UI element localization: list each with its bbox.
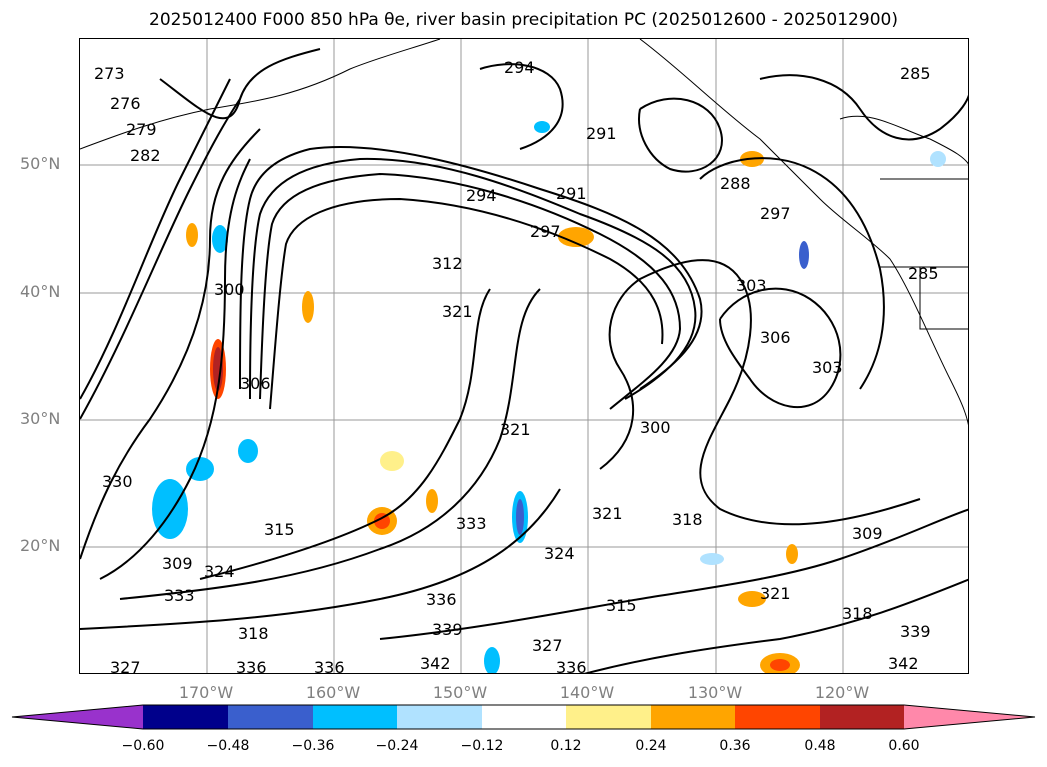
map-canvas: 294 291 285 294 291 297 288 297 312 321 … xyxy=(80,39,968,674)
contour-label: 333 xyxy=(164,586,195,605)
contour-label: 324 xyxy=(204,562,235,581)
colorbar-tick: −0.60 xyxy=(121,738,165,754)
lat-label-50n: 50°N xyxy=(20,154,61,173)
contour-label: 297 xyxy=(530,222,561,241)
contour-label: 339 xyxy=(432,620,463,639)
colorbar-outline xyxy=(11,704,1036,730)
contour-label: 318 xyxy=(842,604,873,623)
lat-label-40n: 40°N xyxy=(20,282,61,301)
contour-label: 318 xyxy=(238,624,269,643)
contour-label: 300 xyxy=(214,280,245,299)
lon-label-140w: 140°W xyxy=(559,683,615,702)
colorbar-tick: −0.48 xyxy=(206,738,250,754)
contour-label: 303 xyxy=(736,276,767,295)
colorbar-segment xyxy=(735,705,820,729)
colorbar-tick: 0.36 xyxy=(719,738,751,754)
title-text: 2025012400 F000 850 hPa θe, river basin … xyxy=(149,10,898,30)
colorbar-segment xyxy=(143,705,228,729)
contour-label: 300 xyxy=(640,418,671,437)
graticule xyxy=(80,39,968,673)
contour-label: 312 xyxy=(432,254,463,273)
contour-label: 291 xyxy=(556,184,587,203)
map-title: 2025012400 F000 850 hPa θe, river basin … xyxy=(0,10,1047,30)
lon-label-160w: 160°W xyxy=(305,683,361,702)
contour-label: 291 xyxy=(586,124,617,143)
contour-label: 306 xyxy=(240,374,271,393)
contour-label: 342 xyxy=(420,654,451,673)
colorbar-tick: 0.12 xyxy=(550,738,582,754)
colorbar-segment xyxy=(12,705,143,729)
contour-label: 327 xyxy=(110,658,141,674)
precip-shading xyxy=(152,121,946,673)
colorbar-segment xyxy=(651,705,735,729)
contour-label: 288 xyxy=(720,174,751,193)
lon-label-170w: 170°W xyxy=(178,683,234,702)
contour-label: 330 xyxy=(102,472,133,491)
contour-label: 276 xyxy=(110,94,141,113)
contour-label: 336 xyxy=(556,658,587,674)
contour-label: 339 xyxy=(900,622,931,641)
colorbar-tick: −0.36 xyxy=(291,738,335,754)
contour-label: 273 xyxy=(94,64,125,83)
contour-label: 333 xyxy=(456,514,487,533)
contour-label: 282 xyxy=(130,146,161,165)
contour-label: 306 xyxy=(760,328,791,347)
contour-label: 297 xyxy=(760,204,791,223)
colorbar xyxy=(11,704,1036,730)
contour-label: 285 xyxy=(900,64,931,83)
map-panel: 294 291 285 294 291 297 288 297 312 321 … xyxy=(79,38,969,674)
contour-label: 321 xyxy=(442,302,473,321)
contour-label: 279 xyxy=(126,120,157,139)
contour-label: 321 xyxy=(760,584,791,603)
colorbar-segment xyxy=(904,705,1035,729)
contour-label: 315 xyxy=(606,596,637,615)
contour-label: 336 xyxy=(426,590,457,609)
contour-label: 294 xyxy=(504,58,535,77)
lon-label-130w: 130°W xyxy=(687,683,743,702)
colorbar-segment xyxy=(482,705,566,729)
contour-label: 336 xyxy=(314,658,345,674)
contour-label: 285 xyxy=(908,264,939,283)
colorbar-segment xyxy=(313,705,397,729)
colorbar-segment xyxy=(228,705,313,729)
coastline xyxy=(80,39,968,426)
colorbar-segment xyxy=(397,705,482,729)
colorbar-segment xyxy=(820,705,904,729)
contour-labels: 294 291 285 294 291 297 288 297 312 321 … xyxy=(94,58,939,674)
contour-label: 309 xyxy=(852,524,883,543)
lon-label-120w: 120°W xyxy=(814,683,870,702)
contour-label: 318 xyxy=(672,510,703,529)
colorbar-tick: 0.60 xyxy=(888,738,920,754)
lat-label-30n: 30°N xyxy=(20,409,61,428)
contour-label: 294 xyxy=(466,186,497,205)
contour-label: 309 xyxy=(162,554,193,573)
colorbar-tick: 0.48 xyxy=(804,738,836,754)
contour-label: 336 xyxy=(236,658,267,674)
contour-label: 315 xyxy=(264,520,295,539)
contour-label: 303 xyxy=(812,358,843,377)
contour-label: 342 xyxy=(888,654,919,673)
colorbar-tick: −0.24 xyxy=(375,738,419,754)
contour-label: 327 xyxy=(532,636,563,655)
lon-label-150w: 150°W xyxy=(432,683,488,702)
contour-label: 324 xyxy=(544,544,575,563)
colorbar-tick: 0.24 xyxy=(635,738,667,754)
theta-e-contours xyxy=(80,48,968,673)
colorbar-tick: −0.12 xyxy=(460,738,504,754)
lat-label-20n: 20°N xyxy=(20,536,61,555)
contour-label: 321 xyxy=(592,504,623,523)
colorbar-segment xyxy=(566,705,651,729)
contour-label: 321 xyxy=(500,420,531,439)
